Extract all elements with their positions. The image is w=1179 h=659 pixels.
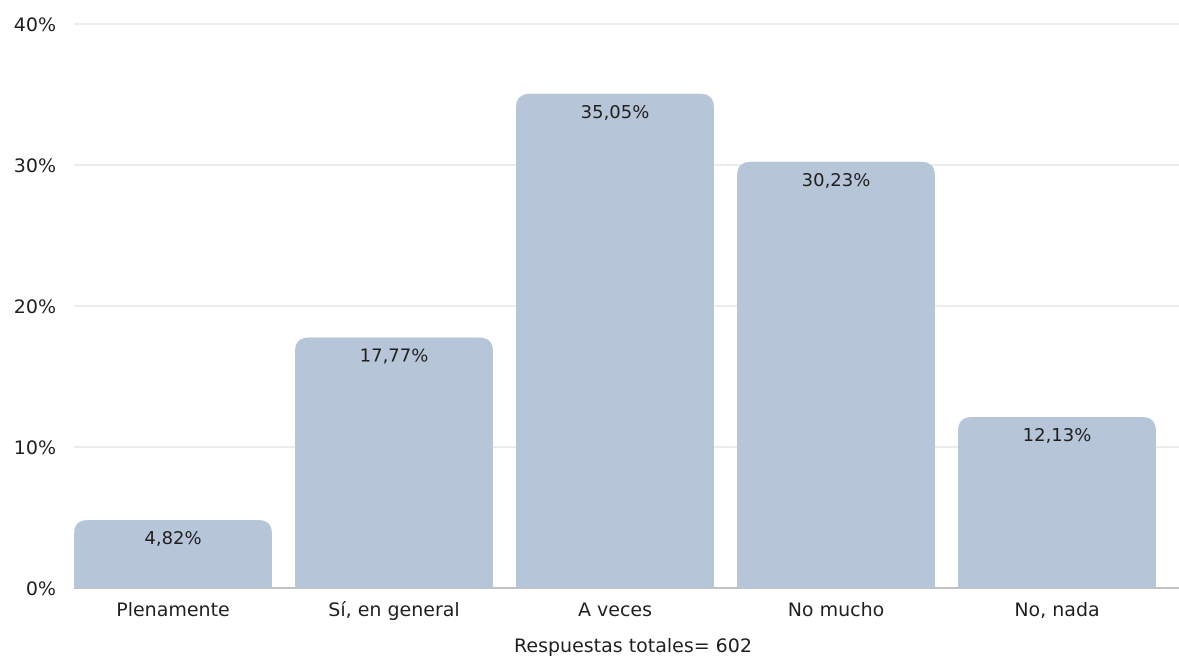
x-axis-title: Respuestas totales= 602 [514, 635, 752, 657]
category-label-3: No mucho [788, 599, 885, 621]
bar-3 [737, 161, 935, 588]
bar-2 [516, 93, 714, 589]
x-axis-categories: Plenamente Sí, en general A veces No mucho N… [116, 599, 1099, 621]
y-tick-label: 10% [14, 437, 56, 459]
category-label-0: Plenamente [116, 599, 230, 621]
bars [74, 93, 1156, 589]
data-labels: 4,82% 17,77% 35,05% 30,23% 12,13% [144, 102, 1091, 549]
y-tick-label: 30% [14, 155, 56, 177]
bar-0 [74, 520, 272, 588]
data-label-3: 30,23% [802, 170, 871, 191]
data-label-1: 17,77% [360, 345, 429, 366]
bar-1 [295, 337, 493, 588]
y-tick-label: 0% [26, 578, 56, 600]
data-label-0: 4,82% [144, 528, 201, 549]
y-tick-label: 20% [14, 296, 56, 318]
category-label-1: Sí, en general [328, 599, 459, 621]
category-label-4: No, nada [1014, 599, 1099, 621]
y-tick-label: 40% [14, 14, 56, 36]
data-label-4: 12,13% [1023, 425, 1092, 446]
data-label-2: 35,05% [581, 102, 650, 123]
bar-4 [958, 416, 1156, 588]
category-label-2: A veces [578, 599, 652, 621]
y-axis-ticks: 0% 10% 20% 30% 40% [14, 14, 56, 600]
